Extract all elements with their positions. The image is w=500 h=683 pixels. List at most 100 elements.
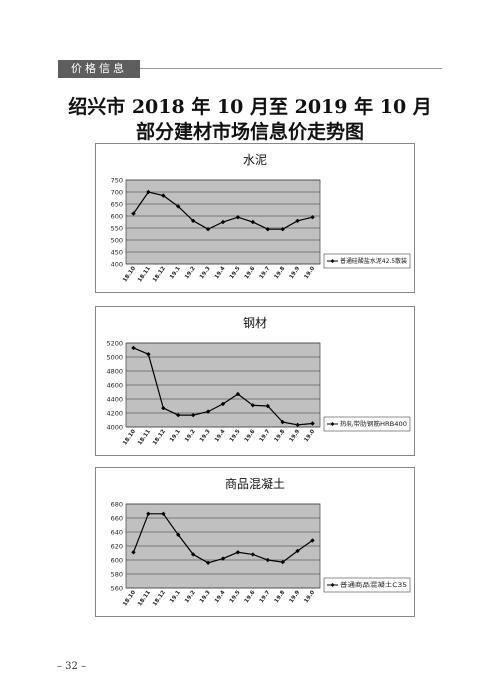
x-tick-label: 19.7 [259,429,272,444]
x-tick-label: 19.3 [199,266,212,281]
x-tick-label: 18.12 [152,429,167,447]
y-tick-label: 550 [111,225,123,233]
legend-box [323,416,411,432]
x-tick-label: 19.5 [229,266,242,281]
x-tick-label: 19.1 [169,429,182,444]
y-tick-label: 700 [111,189,123,197]
data-point [235,215,241,220]
page-title-line1: 绍兴市 2018 年 10 月至 2019 年 10 月 [68,96,432,118]
data-point [205,409,211,414]
data-point [250,403,256,408]
x-tick-label: 19.9 [289,266,302,281]
y-tick-label: 4400 [106,396,123,404]
x-tick-label: 19.3 [199,590,212,605]
y-tick-label: 560 [111,585,123,593]
x-tick-label: 18.12 [152,266,167,284]
x-tick-label: 19.6 [244,590,257,605]
legend-box [323,577,411,593]
x-tick-label: 19.7 [259,590,272,605]
x-tick-label: 19.4 [214,590,227,605]
x-tick-label: 19.4 [214,429,227,444]
x-tick-label: 18.10 [122,429,137,447]
data-point [235,391,241,397]
legend-entry: 普通商品混凝土C35 [340,581,407,589]
y-tick-label: 650 [111,201,123,209]
page-title-line2: 部分建材市场信息价走势图 [135,121,364,143]
y-tick-label: 500 [111,237,123,245]
data-point [265,403,270,409]
data-point [205,227,211,232]
data-point [265,227,270,232]
data-point [131,211,136,216]
x-tick-label: 18.11 [137,266,152,284]
x-tick-label: 19.9 [289,590,302,605]
data-point [161,405,166,411]
chart-panel-steel: 钢材 4000 4200 4400 4600 4800 5000 5200 18.10 18.11… [95,306,415,456]
data-point [190,218,196,223]
x-tick-label: 18.11 [137,590,152,608]
y-tick-label: 660 [111,515,123,523]
x-tick-label: 19.0 [303,590,316,605]
chart-panel-cement: 水泥 400 450 500 550 600 650 700 750 18.10 18.11 18.1… [95,143,415,293]
legend-box [323,253,411,269]
data-point [146,352,151,357]
x-tick-label: 19.7 [259,266,272,281]
section-label: 价格信息 [58,60,140,78]
y-tick-label: 400 [111,261,123,269]
data-point [176,412,181,418]
data-point [310,215,315,220]
x-tick-label: 19.2 [184,266,197,281]
x-tick-label: 19.4 [214,266,227,281]
legend-marker-swatch [330,583,335,587]
data-point [176,204,181,209]
data-point [131,345,136,351]
data-point [310,421,315,426]
x-tick-label: 19.8 [274,429,287,444]
x-tick-label: 19.9 [289,429,302,444]
y-tick-label: 4600 [106,382,123,390]
y-tick-label: 580 [111,571,123,579]
y-tick-label: 620 [111,543,123,551]
y-tick-label: 4800 [106,368,123,376]
chart-title-steel: 钢材 [243,316,267,330]
y-tick-label: 450 [111,249,123,257]
y-tick-label: 750 [111,177,123,185]
x-tick-label: 18.10 [122,590,137,608]
legend-marker-swatch [330,422,335,426]
x-tick-label: 19.0 [303,429,316,444]
x-tick-label: 19.1 [169,590,182,605]
x-tick-label: 18.10 [122,266,137,284]
x-tick-label: 19.2 [184,429,197,444]
y-tick-label: 600 [111,557,123,565]
data-point [190,412,196,418]
x-tick-label: 19.0 [303,266,316,281]
x-tick-label: 19.2 [184,590,197,605]
x-tick-label: 19.6 [244,429,257,444]
data-point [220,401,226,407]
y-tick-label: 5200 [106,340,123,348]
legend-entry: 热轧带肋钢筋HRB400 [340,420,407,428]
x-tick-label: 19.6 [244,266,257,281]
x-tick-label: 19.1 [169,266,182,281]
legend-marker-swatch [330,259,335,263]
chart-steel: 钢材 4000 4200 4400 4600 4800 5000 5200 18.10 18.11… [106,316,411,447]
data-point [190,552,196,557]
y-tick-label: 640 [111,529,123,537]
chart-title-cement: 水泥 [243,153,267,167]
x-tick-label: 19.5 [229,429,242,444]
chart-title-concrete: 商品混凝土 [225,476,285,491]
section-divider [140,68,442,69]
legend-entry: 普通硅酸盐水泥42.5散装 [340,257,407,265]
y-tick-label: 5000 [106,354,123,362]
data-point [265,557,270,563]
data-point [280,419,285,425]
data-point [280,227,285,232]
y-tick-label: 600 [111,213,123,221]
page-number: – 32 – [57,661,87,672]
chart-concrete: 商品混凝土 560 580 600 620 640 660 680 18.10 18.11 18.1… [111,476,411,608]
y-tick-label: 4200 [106,410,123,418]
x-tick-label: 19.8 [274,266,287,281]
x-tick-label: 19.3 [199,429,212,444]
data-point [161,193,166,198]
x-tick-label: 18.11 [137,429,152,447]
